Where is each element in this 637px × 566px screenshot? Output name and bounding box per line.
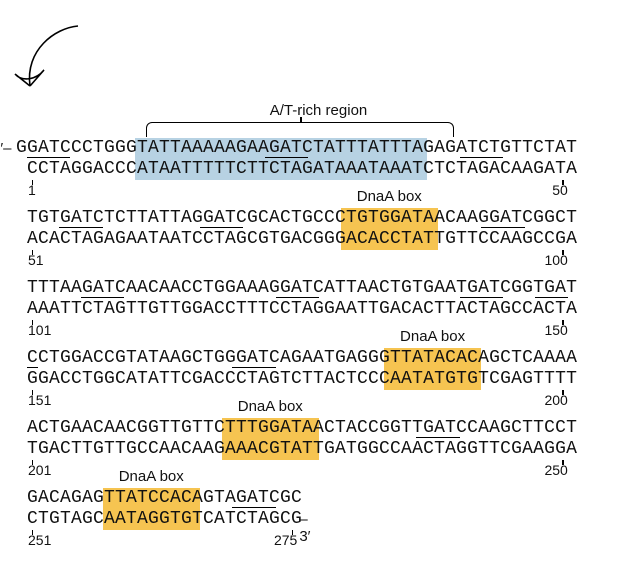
seq-bottom-strand: CCTAGGACCCATAATTTTTCTTCTAGATAAATAAATCTCT… (16, 159, 577, 180)
seq-bottom-strand: AAATTCTAGTTGTTGGACCTTTCCTAGGAATTGACACTTA… (16, 299, 577, 320)
gatc-underline (232, 507, 275, 508)
dnaa-box-label: DnaA box (106, 468, 196, 485)
seq-top-strand: ACTGAACAACGGTTGTTCTTTGGATAACTACCGGTTGATC… (16, 418, 577, 439)
gatc-underline (535, 297, 567, 298)
gatc-underline (27, 157, 70, 158)
five-prime-label: 5′– (0, 140, 12, 157)
position-numbers: 251275 (16, 532, 297, 548)
dnaa-box-label: DnaA box (225, 398, 315, 415)
seq-top-strand: CCTGGACCGTATAAGCTGGGATCAGAATGAGGGTTATACA… (16, 348, 577, 369)
seq-bottom-strand: TGACTTGTTGCCAACAAGAAACGTATTGATGGCCAACTAG… (16, 439, 577, 460)
position-numbers: 101150 (16, 322, 568, 338)
seq-bottom-strand: ACACTAGAGAATAATCCTAGCGTGACGGGACACCTATTGT… (16, 229, 577, 250)
seq-bottom-strand: CTGTAGCAATAGGTGTCATCTAGCG (16, 509, 302, 530)
seq-top-strand: TGTGATCTCTTATTAGGATCGCACTGCCCTGTGGATAACA… (16, 208, 577, 229)
seq-bottom-strand: GGACCTGGCATATTCGACCCTAGTCTTACTCCCAATATGT… (16, 369, 577, 390)
arrow-icon (0, 20, 80, 110)
gatc-underline (232, 367, 275, 368)
position-numbers: 150 (16, 182, 568, 198)
gatc-underline (460, 297, 503, 298)
sequence-block: DnaA box ACTGAACAACGGTTGTTCTTTGGATAACTAC… (16, 418, 577, 478)
seq-top-strand: GGATCCCTGGGTATTAAAAAGAAGATCTATTTATTTAGAG… (16, 138, 577, 159)
gatc-underline (265, 157, 308, 158)
gatc-underline (481, 227, 524, 228)
seq-top-strand: TTTAAGATCAACAACCTGGAAAGGATCATTAACTGTGAAT… (16, 278, 577, 299)
sequence-block: TTTAAGATCAACAACCTGGAAAGGATCATTAACTGTGAAT… (16, 278, 577, 338)
gatc-underline (460, 157, 503, 158)
gatc-underline (27, 367, 38, 368)
position-numbers: 201250 (16, 462, 568, 478)
sequence-block: DnaA box GACAGAGTTATCCACAGTAGATCGC CTGTA… (16, 488, 302, 548)
dnaa-box-label: DnaA box (344, 188, 434, 205)
seq-top-strand: GACAGAGTTATCCACAGTAGATCGC (16, 488, 302, 509)
gatc-underline (59, 227, 102, 228)
sequence-block: DnaA box TGTGATCTCTTATTAGGATCGCACTGCCCTG… (16, 208, 577, 268)
position-numbers: 51100 (16, 252, 568, 268)
at-rich-bracket (146, 122, 454, 137)
gatc-underline (276, 297, 319, 298)
at-rich-label: A/T-rich region (0, 102, 637, 119)
dnaa-box-label: DnaA box (388, 328, 478, 345)
gatc-underline (200, 227, 243, 228)
gatc-underline (416, 437, 459, 438)
gatc-underline (81, 297, 124, 298)
figure-canvas: A/T-rich region GGATCCCTGGGTATTAAAAAGAAG… (0, 0, 637, 566)
sequence-block: GGATCCCTGGGTATTAAAAAGAAGATCTATTTATTTAGAG… (16, 138, 577, 198)
